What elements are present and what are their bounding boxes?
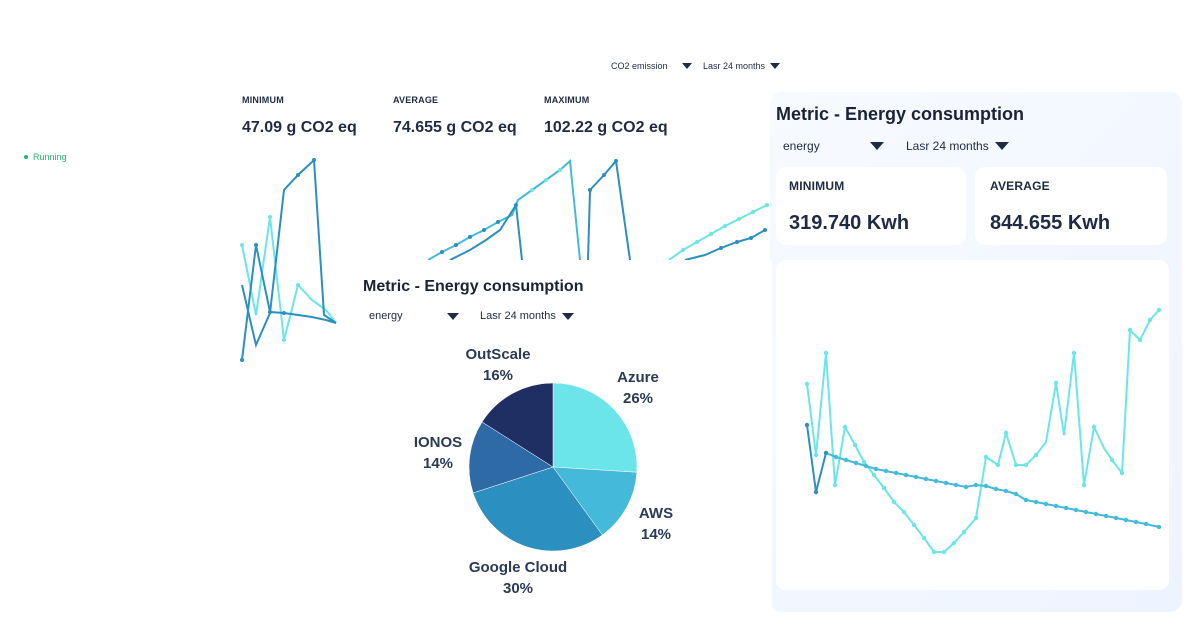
energy-period-dropdown[interactable]: Lasr 24 months (906, 139, 1009, 153)
pie-panel-title: Metric - Energy consumption (363, 278, 584, 295)
energy-line-chart (804, 307, 1162, 555)
pie-slice-azure[interactable] (552, 382, 638, 473)
energy-line-chart-card (776, 260, 1169, 590)
chevron-down-icon (446, 312, 459, 320)
metric-dropdown[interactable]: CO2 emission (611, 61, 692, 71)
slice-percent: 14% (640, 526, 672, 543)
status-dot-icon (24, 155, 28, 159)
co2-stat-minimum: MINIMUM 47.09 g CO2 eq (242, 95, 357, 137)
stat-label: MAXIMUM (544, 95, 590, 105)
metric-dropdown-value: CO2 emission (611, 61, 668, 71)
energy-metric-dropdown-value: energy (783, 139, 820, 153)
stat-label: MINIMUM (789, 179, 845, 193)
slice-name: OutScale (465, 346, 531, 363)
pie-metric-dropdown-value: energy (369, 310, 403, 322)
co2-avg-sparkline (427, 158, 631, 260)
pie-chart (468, 382, 638, 552)
pie-slice-ionos[interactable] (468, 421, 554, 494)
status-indicator: Running (24, 152, 67, 162)
energy-panel-title: Metric - Energy consumption (776, 104, 1025, 124)
slice-percent: 26% (622, 390, 654, 407)
period-dropdown[interactable]: Lasr 24 months (703, 61, 781, 71)
status-label: Running (33, 152, 67, 162)
pie-label-outscale: OutScale 16% (453, 344, 543, 386)
chevron-down-icon (681, 63, 692, 69)
pie-label-ionos: IONOS 14% (405, 432, 471, 474)
slice-name: Azure (617, 369, 659, 386)
co2-stat-average: AVERAGE 74.655 g CO2 eq (393, 95, 517, 137)
pie-slice-aws[interactable] (552, 466, 638, 536)
co2-stat-maximum: MAXIMUM 102.22 g CO2 eq (544, 95, 668, 137)
pie-label-google-cloud: Google Cloud 30% (458, 557, 578, 599)
pie-label-aws: AWS 14% (625, 503, 687, 545)
co2-min-sparkline (240, 157, 337, 362)
pie-period-dropdown[interactable]: Lasr 24 months (480, 310, 574, 322)
chevron-down-icon (561, 312, 574, 320)
pie-period-dropdown-value: Lasr 24 months (480, 310, 556, 322)
energy-period-dropdown-value: Lasr 24 months (906, 139, 989, 153)
stat-value: 844.655 Kwh (990, 212, 1111, 234)
stat-value: 319.740 Kwh (789, 212, 910, 234)
stat-label: AVERAGE (990, 179, 1050, 193)
energy-metric-dropdown[interactable]: energy (783, 139, 884, 153)
energy-stat-average: AVERAGE 844.655 Kwh (975, 167, 1167, 245)
stat-value: 74.655 g CO2 eq (393, 119, 517, 136)
chevron-down-icon (869, 142, 884, 150)
pie-label-azure: Azure 26% (598, 367, 678, 409)
stat-value: 47.09 g CO2 eq (242, 119, 357, 136)
pie-slice-google-cloud[interactable] (472, 466, 603, 552)
stat-label: MINIMUM (242, 95, 284, 105)
slice-name: IONOS (413, 434, 463, 451)
stat-label: AVERAGE (393, 95, 439, 105)
slice-percent: 16% (482, 367, 514, 384)
chevron-down-icon (994, 142, 1009, 150)
pie-metric-dropdown[interactable]: energy (369, 310, 459, 322)
slice-name: AWS (638, 505, 674, 522)
energy-stat-minimum: MINIMUM 319.740 Kwh (776, 167, 966, 245)
slice-percent: 14% (422, 455, 454, 472)
co2-max-sparkline (668, 203, 769, 260)
slice-percent: 30% (502, 580, 534, 597)
slice-name: Google Cloud (468, 559, 568, 576)
pie-slice-outscale[interactable] (481, 382, 554, 468)
stat-value: 102.22 g CO2 eq (544, 119, 668, 136)
period-dropdown-value: Lasr 24 months (703, 61, 766, 71)
chevron-down-icon (770, 63, 781, 69)
